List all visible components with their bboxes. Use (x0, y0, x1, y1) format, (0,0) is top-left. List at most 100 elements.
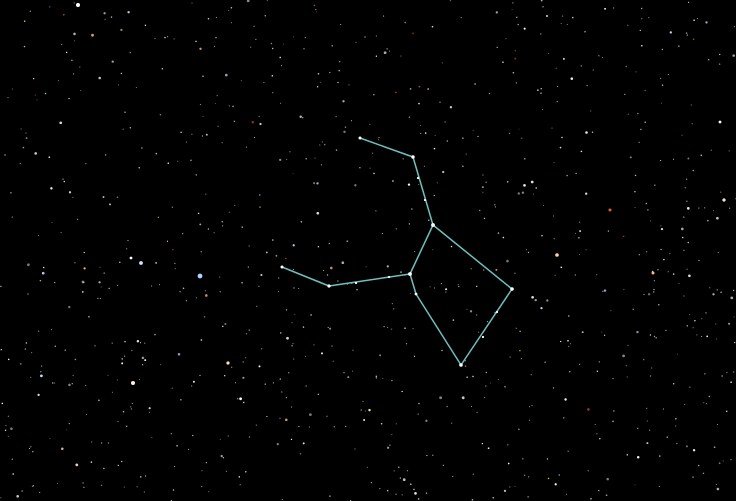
background-star (687, 1, 690, 4)
background-star (690, 104, 692, 106)
background-star (85, 384, 87, 386)
background-star (601, 57, 604, 59)
background-star (622, 354, 625, 358)
background-star (678, 282, 680, 285)
background-star (540, 92, 542, 94)
background-star (579, 363, 581, 365)
background-star (685, 178, 688, 180)
background-star (19, 162, 21, 164)
background-star (283, 43, 285, 45)
background-star (707, 220, 709, 222)
background-star (718, 63, 721, 65)
background-star (144, 342, 146, 344)
background-star (572, 16, 574, 19)
background-star (313, 344, 315, 346)
background-star (715, 483, 717, 485)
background-star (217, 125, 219, 127)
background-star (110, 16, 113, 18)
background-star (34, 94, 36, 96)
background-star (681, 134, 683, 137)
background-star (172, 249, 174, 251)
background-star (195, 40, 197, 43)
background-star (712, 293, 715, 296)
background-star (730, 459, 732, 461)
background-star (429, 286, 431, 288)
background-star (568, 346, 570, 348)
background-star (31, 485, 33, 487)
background-star (528, 406, 531, 408)
background-star (431, 25, 434, 28)
background-star (375, 210, 377, 212)
background-star (472, 130, 474, 132)
background-star (291, 322, 293, 324)
background-star (118, 84, 120, 86)
background-star (507, 462, 510, 465)
background-star (381, 232, 383, 235)
background-star (728, 150, 730, 152)
background-star (462, 137, 464, 139)
background-star (63, 180, 66, 183)
background-star (61, 44, 63, 46)
background-star (364, 410, 366, 412)
background-star (370, 482, 373, 484)
background-star (340, 24, 342, 25)
background-star (676, 353, 679, 355)
background-star (120, 72, 123, 75)
background-star (126, 248, 128, 250)
background-star (528, 476, 530, 478)
background-star (28, 447, 31, 450)
background-star (433, 194, 435, 197)
background-star (228, 10, 230, 12)
background-star (417, 413, 419, 415)
background-star (626, 454, 629, 456)
background-star (338, 69, 340, 72)
bright-star (131, 381, 135, 385)
background-star (44, 92, 47, 95)
background-star (224, 73, 228, 77)
background-star (474, 83, 476, 85)
background-star (524, 474, 526, 476)
background-star (646, 442, 649, 445)
background-star (428, 219, 430, 221)
background-star (373, 172, 375, 175)
background-star (253, 25, 255, 27)
background-star (280, 65, 283, 67)
background-star (514, 272, 516, 274)
background-star (444, 121, 446, 123)
background-star (11, 88, 13, 90)
background-star (601, 331, 603, 333)
background-star (1, 402, 4, 405)
background-star (343, 371, 345, 374)
background-star (482, 174, 484, 176)
background-star (729, 207, 731, 209)
background-star (527, 496, 529, 498)
bright-star (139, 261, 143, 265)
background-star (578, 221, 581, 223)
background-star (494, 206, 496, 208)
background-star (645, 251, 648, 253)
background-star (11, 458, 13, 460)
background-star (23, 45, 26, 48)
background-star (390, 328, 393, 330)
background-star (369, 167, 371, 169)
background-star (476, 411, 478, 414)
background-star (199, 47, 202, 50)
background-star (411, 208, 413, 210)
background-star (561, 136, 563, 139)
background-star (231, 366, 233, 368)
background-star (478, 209, 481, 212)
background-star (644, 121, 646, 123)
background-star (475, 314, 478, 316)
background-star (579, 230, 582, 233)
background-star (612, 7, 615, 9)
background-star (636, 330, 639, 334)
background-star (100, 442, 103, 444)
background-star (654, 184, 656, 186)
background-star (86, 414, 88, 415)
background-star (224, 322, 227, 326)
background-star (440, 283, 442, 285)
background-star (524, 158, 526, 160)
background-star (230, 22, 232, 24)
background-star (441, 62, 443, 64)
background-star (58, 80, 60, 82)
